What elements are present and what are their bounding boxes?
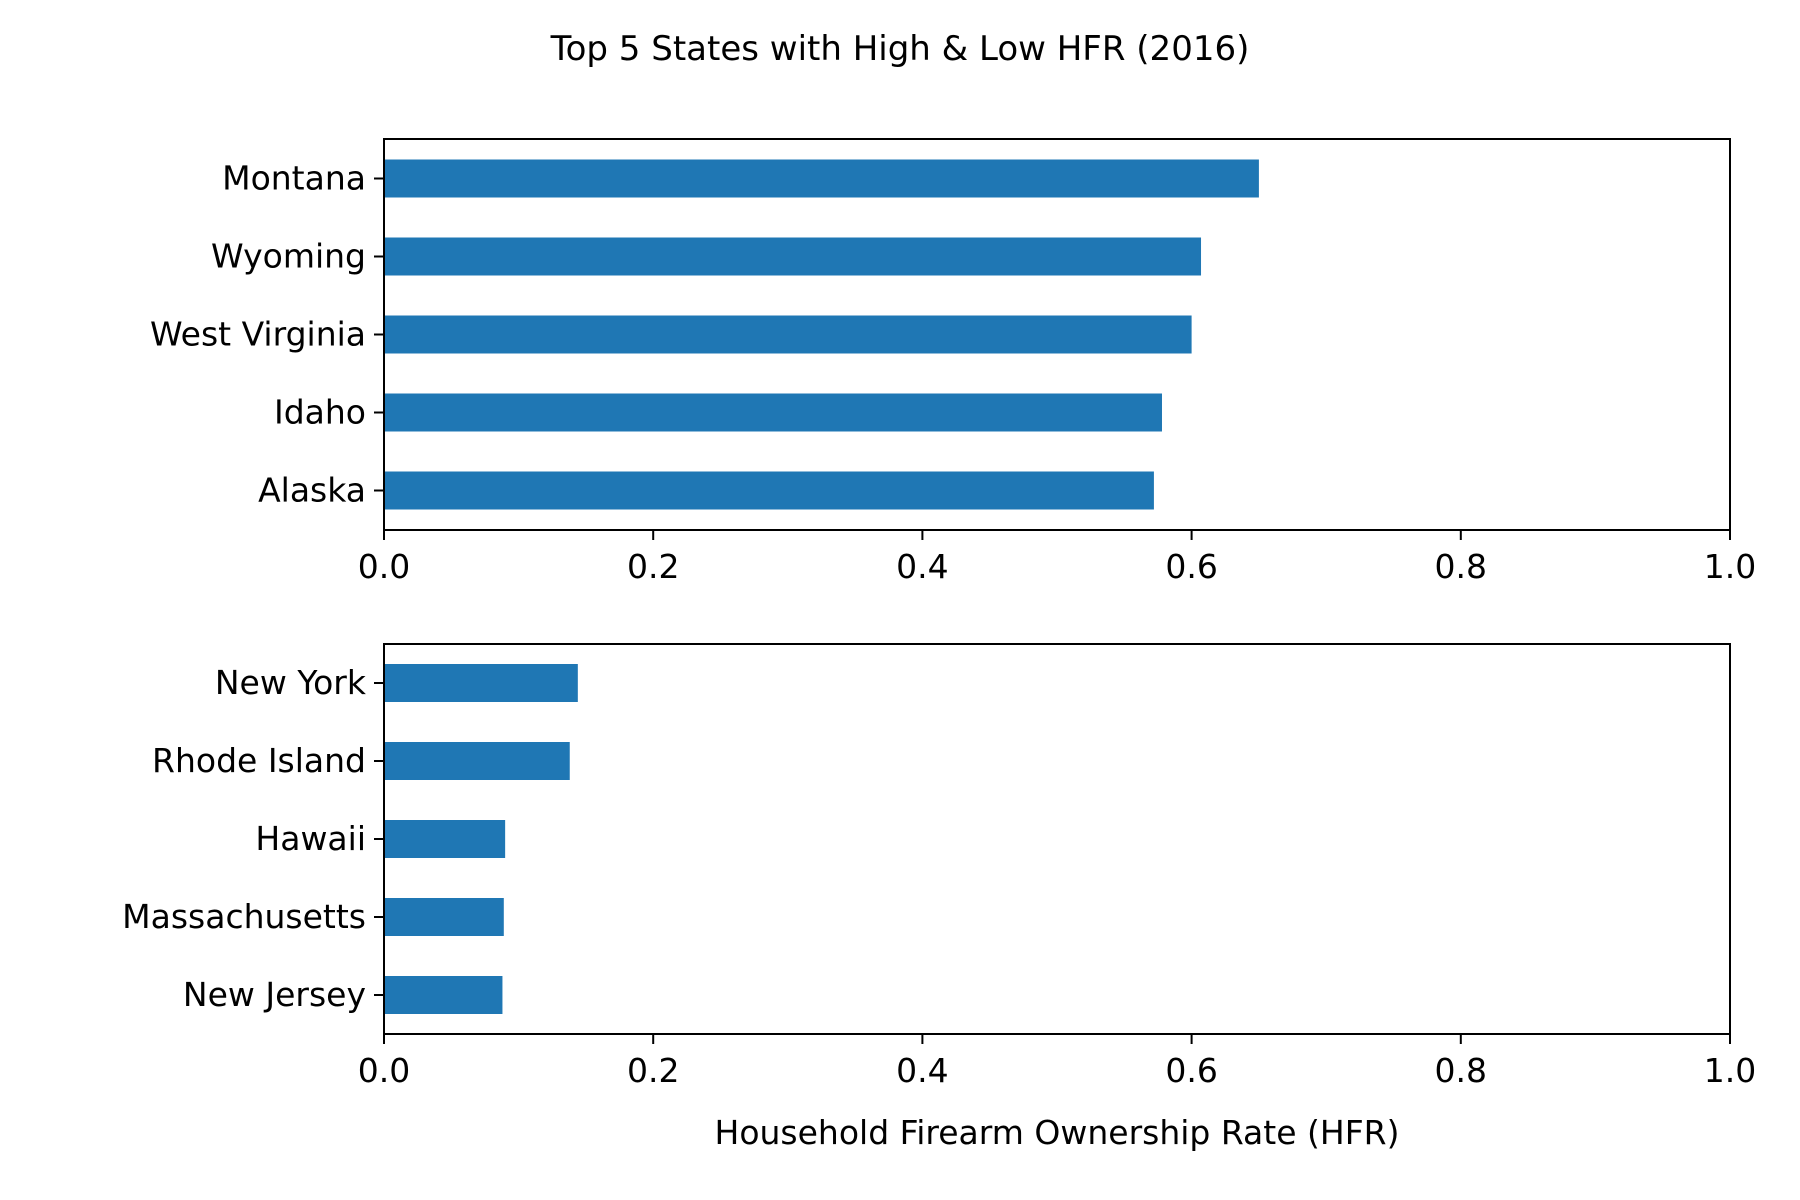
x-tick-label: 0.8 [1435,1051,1487,1090]
bar-montana [384,159,1259,198]
bar-west-virginia [384,315,1192,354]
bar-massachusetts [384,898,504,936]
y-tick-label: Rhode Island [152,741,366,780]
bar-idaho [384,393,1162,432]
y-tick-label: Idaho [274,393,366,432]
axes-frame [383,138,1731,531]
x-tick-label: 0.2 [627,547,679,586]
y-tick-label: Hawaii [255,819,366,858]
chart-title: Top 5 States with High & Low HFR (2016) [550,29,1250,69]
y-tick-label: Wyoming [211,237,366,276]
x-axis-label: Household Firearm Ownership Rate (HFR) [715,1113,1400,1152]
y-tick-label: Massachusetts [122,897,366,936]
x-tick-label: 0.8 [1435,547,1487,586]
bar-new-york [384,664,578,702]
bar-alaska [384,471,1154,510]
x-tick-label: 0.4 [896,1051,948,1090]
x-tick-label: 0.0 [358,1051,410,1090]
x-tick-label: 1.0 [1704,547,1756,586]
bar-hawaii [384,820,506,858]
bar-wyoming [384,237,1202,276]
bar-rhode-island [384,742,570,780]
x-tick-label: 0.4 [896,547,948,586]
x-tick-label: 0.6 [1165,1051,1217,1090]
bar-new-jersey [384,976,503,1014]
x-tick-label: 0.6 [1165,547,1217,586]
x-tick-label: 0.2 [627,1051,679,1090]
y-tick-label: West Virginia [150,315,366,354]
chart-panel-2: New York Rhode Island Hawaii Massachusetts N… [122,643,1756,1152]
y-tick-label: New Jersey [183,975,366,1014]
y-tick-label: New York [215,663,367,702]
chart-panel-1: Montana Wyoming West Virginia Idaho Alaska 0.… [150,138,1756,586]
chart-panels: Montana Wyoming West Virginia Idaho Alaska 0.… [122,138,1756,1152]
y-tick-label: Montana [222,159,366,198]
x-tick-label: 0.0 [358,547,410,586]
y-tick-label: Alaska [258,471,366,510]
x-tick-label: 1.0 [1704,1051,1756,1090]
axes-frame [383,643,1731,1035]
